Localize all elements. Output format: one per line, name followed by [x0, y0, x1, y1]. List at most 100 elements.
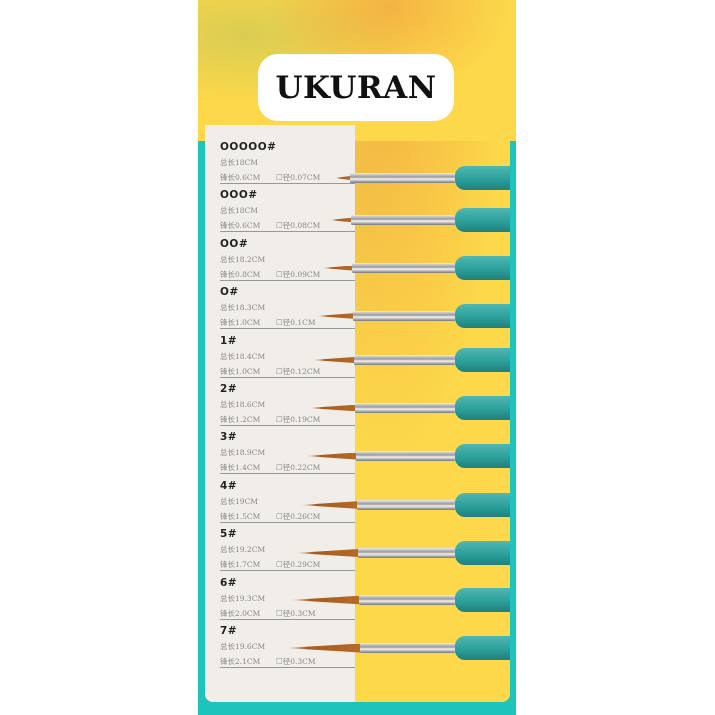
brush-bristles [322, 265, 352, 271]
size-row: OO# 总长18.2CM 锋长0.8CM ☐径0.09CM [205, 238, 355, 286]
paint-brush [0, 166, 510, 190]
brush-ferrule [353, 311, 455, 321]
brush-ferrule [352, 263, 455, 273]
divider [220, 667, 355, 668]
brush-ferrule [350, 173, 455, 183]
title-label: UKURAN [258, 54, 454, 121]
total-length: 总长18CM [220, 206, 258, 216]
diameter: ☐径0.07CM [276, 173, 321, 182]
total-length: 总长18.4CM [220, 351, 266, 361]
brush-bristles [330, 217, 351, 223]
paint-brush [0, 396, 510, 420]
size-name: 3# [220, 431, 238, 444]
divider [220, 425, 355, 426]
size-name: OOO# [220, 189, 258, 202]
paint-brush [0, 348, 510, 372]
total-length: 总长19.2CM [220, 545, 266, 555]
size-row: 4# 总长19CM 锋长1.5CM ☐径0.26CM [205, 480, 355, 528]
brush-ferrule [356, 451, 455, 461]
brush-bristles [285, 643, 360, 653]
brush-bristles [295, 549, 358, 557]
diameter: ☐径0.12CM [276, 366, 321, 376]
size-name: 4# [220, 479, 238, 492]
brush-handle [455, 256, 510, 280]
total-length: 总长19.3CM [220, 593, 266, 603]
size-name: 6# [220, 576, 238, 589]
brush-handle [455, 208, 510, 232]
tip-length: 锋长1.0CM [220, 366, 261, 376]
brush-handle [455, 444, 510, 468]
diameter: ☐径0.08CM [276, 221, 321, 231]
size-name: OOOOO# [220, 141, 277, 153]
brush-bristles [305, 452, 356, 460]
tip-length: 锋长0.6CM [220, 221, 261, 231]
paint-brush [0, 588, 510, 612]
tip-length: 锋长1.7CM [220, 560, 261, 570]
brush-ferrule [359, 595, 455, 605]
paint-brush [0, 304, 510, 328]
size-card: OOOOO# 总长18CM 锋长0.6CM ☐径0.07CM OOO# 总长18C… [205, 125, 355, 702]
divider [220, 570, 355, 572]
size-name: O# [220, 286, 239, 299]
total-length: 总长18.3CM [220, 303, 266, 313]
brush-handle [455, 348, 510, 372]
size-row: O# 总长18.3CM 锋长1.0CM ☐径0.1CM [205, 286, 355, 334]
paint-brush [0, 256, 510, 280]
tip-length: 锋长1.5CM [220, 511, 261, 521]
paint-brush [0, 208, 510, 232]
brush-handle [455, 588, 510, 612]
size-row: 2# 总长18.6CM 锋长1.2CM ☐径0.19CM [205, 383, 355, 431]
brush-bristles [300, 501, 357, 509]
size-name: 2# [220, 383, 238, 395]
brush-ferrule [360, 643, 455, 653]
brush-ferrule [358, 548, 455, 558]
size-name: 1# [220, 334, 238, 347]
total-length: 总长18.2CM [220, 254, 266, 264]
tip-length: 锋长1.4CM [220, 463, 261, 473]
divider [220, 183, 355, 184]
divider [220, 279, 355, 281]
total-length: 总长18.6CM [220, 400, 266, 409]
divider [220, 521, 355, 523]
divider [220, 376, 355, 378]
brush-handle [455, 636, 510, 660]
diameter: ☐径0.22CM [276, 463, 321, 473]
brush-bristles [335, 176, 350, 180]
total-length: 总长19CM [220, 496, 258, 506]
size-name: OO# [220, 237, 249, 250]
brush-bristles [312, 357, 354, 363]
diameter: ☐径0.3CM [276, 608, 316, 618]
paint-brush [0, 636, 510, 660]
brush-bristles [316, 313, 353, 319]
brush-ferrule [355, 403, 455, 413]
divider [220, 328, 355, 330]
tip-length: 锋长2.0CM [220, 608, 261, 618]
divider [220, 231, 355, 233]
brush-handle [455, 396, 510, 420]
tip-length: 锋长1.0CM [220, 318, 261, 328]
paint-brush [0, 541, 510, 565]
total-length: 总长18CM [220, 158, 258, 167]
tip-length: 锋长0.8CM [220, 269, 261, 279]
brush-handle [455, 304, 510, 328]
size-name: 7# [220, 625, 238, 637]
tip-length: 锋长2.1CM [220, 657, 261, 666]
tip-length: 锋长1.2CM [220, 415, 261, 424]
size-row: 6# 总长19.3CM 锋长2.0CM ☐径0.3CM [205, 577, 355, 625]
brush-ferrule [351, 215, 455, 225]
brush-ferrule [357, 500, 455, 510]
diameter: ☐径0.26CM [276, 511, 321, 521]
size-row: 5# 总长19.2CM 锋长1.7CM ☐径0.29CM [205, 528, 355, 576]
brush-bristles [290, 595, 359, 605]
diameter: ☐径0.3CM [276, 657, 316, 666]
size-row: 3# 总长18.9CM 锋长1.4CM ☐径0.22CM [205, 431, 355, 479]
size-name: 5# [220, 528, 238, 541]
size-row: OOO# 总长18CM 锋长0.6CM ☐径0.08CM [205, 189, 355, 237]
brush-ferrule [354, 355, 455, 365]
size-row: OOOOO# 总长18CM 锋长0.6CM ☐径0.07CM [205, 141, 355, 189]
brush-bristles [308, 404, 355, 412]
brush-handle [455, 493, 510, 517]
total-length: 总长19.6CM [220, 642, 266, 651]
total-length: 总长18.9CM [220, 448, 266, 458]
divider [220, 473, 355, 475]
